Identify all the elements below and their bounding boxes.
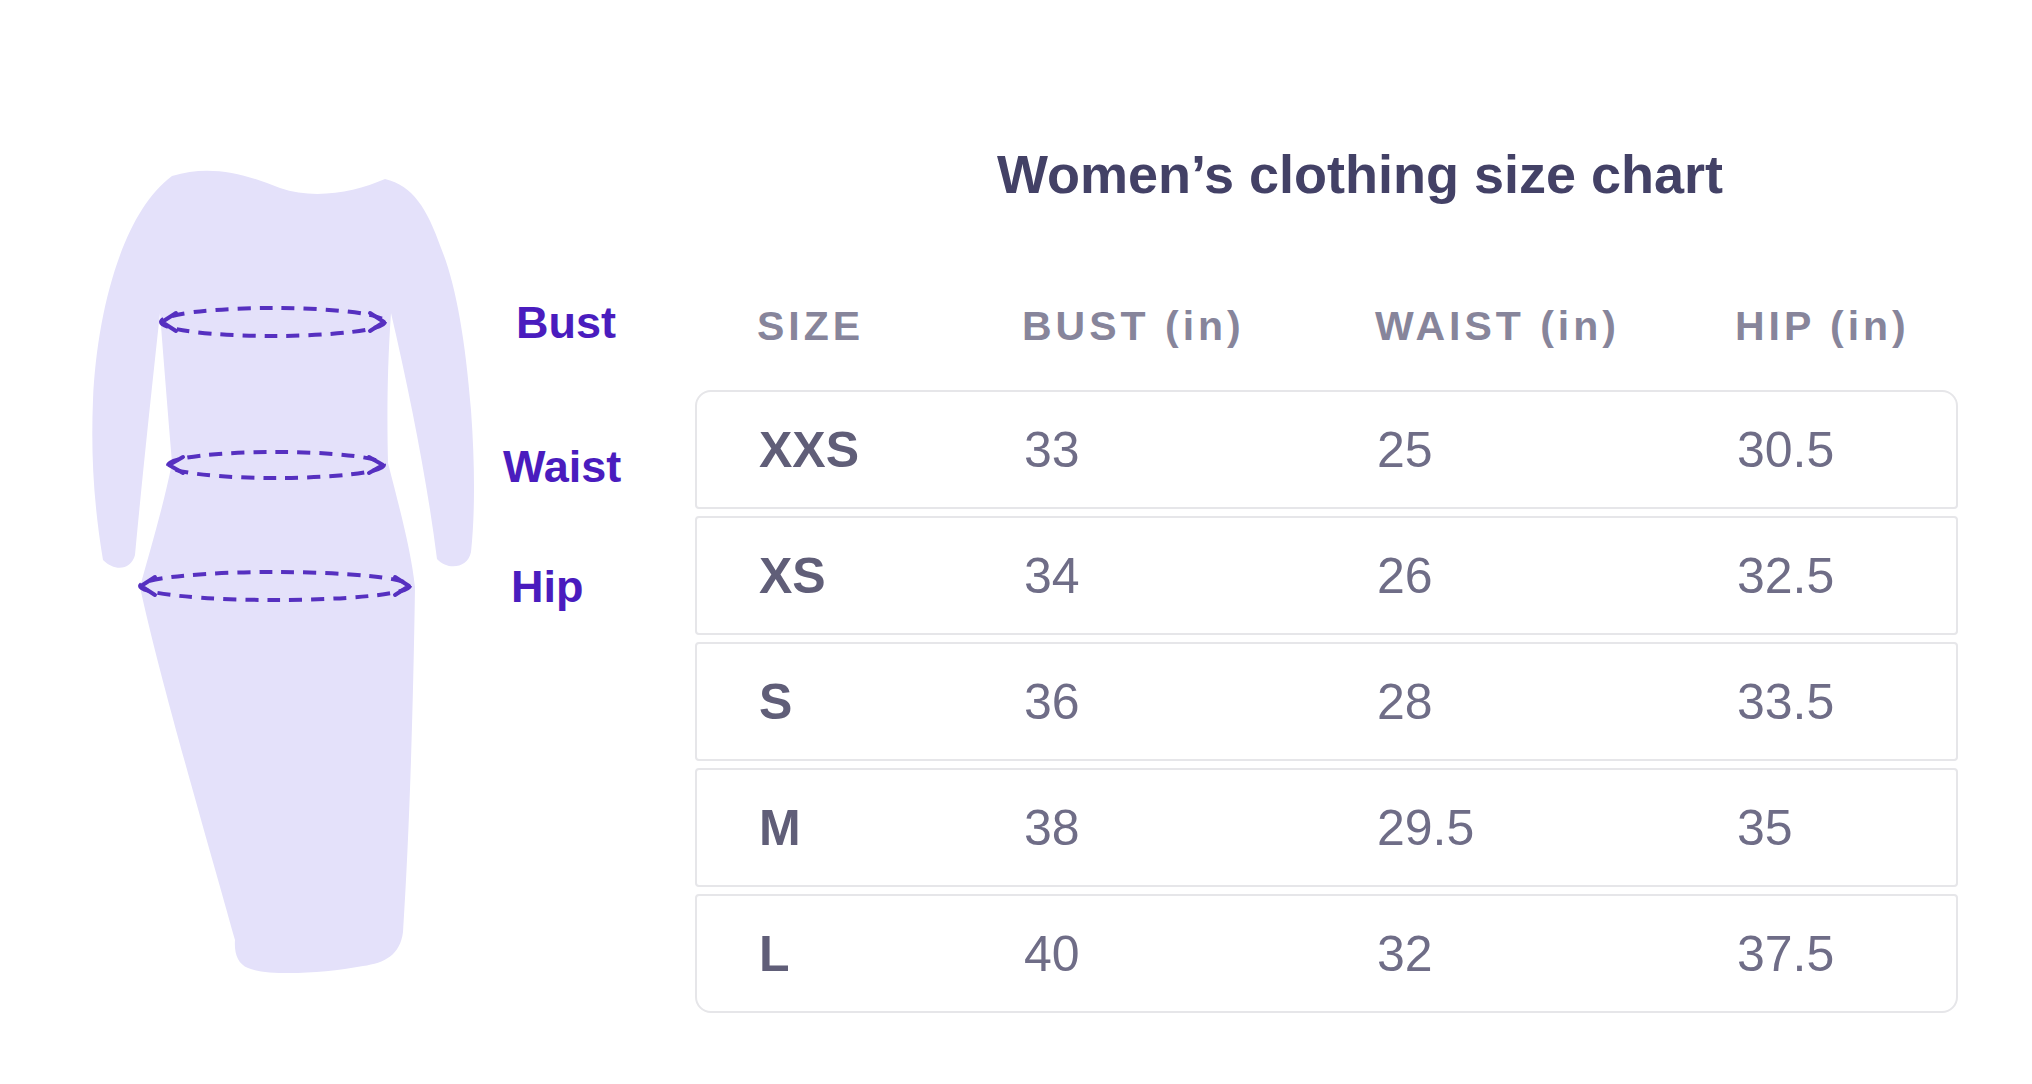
size-chart-infographic: Bust Waist Hip Women’s clothing size cha…: [0, 0, 2032, 1084]
cell-bust: 36: [1024, 673, 1377, 731]
cell-waist: 25: [1377, 421, 1737, 479]
column-header-size: SIZE: [757, 303, 1022, 350]
cell-hip: 33.5: [1737, 673, 1956, 731]
table-header-row: SIZE BUST (in) WAIST (in) HIP (in): [695, 300, 1958, 352]
cell-waist: 26: [1377, 547, 1737, 605]
bust-label: Bust: [516, 297, 616, 349]
page-title: Women’s clothing size chart: [997, 143, 1723, 205]
cell-size: S: [759, 673, 1024, 731]
cell-size: L: [759, 925, 1024, 983]
cell-bust: 34: [1024, 547, 1377, 605]
dress-illustration: [75, 160, 505, 990]
cell-hip: 30.5: [1737, 421, 1956, 479]
table-row: L 40 32 37.5: [695, 894, 1958, 1013]
cell-hip: 37.5: [1737, 925, 1956, 983]
table-row: S 36 28 33.5: [695, 642, 1958, 761]
cell-waist: 28: [1377, 673, 1737, 731]
cell-bust: 38: [1024, 799, 1377, 857]
cell-waist: 29.5: [1377, 799, 1737, 857]
waist-label: Waist: [503, 441, 621, 493]
cell-bust: 33: [1024, 421, 1377, 479]
column-header-hip: HIP (in): [1735, 303, 1958, 350]
size-table: XXS 33 25 30.5 XS 34 26 32.5 S 36 28 33.…: [695, 390, 1958, 1013]
cell-hip: 32.5: [1737, 547, 1956, 605]
cell-bust: 40: [1024, 925, 1377, 983]
cell-size: XS: [759, 547, 1024, 605]
table-row: M 38 29.5 35: [695, 768, 1958, 887]
cell-size: M: [759, 799, 1024, 857]
column-header-bust: BUST (in): [1022, 303, 1375, 350]
cell-waist: 32: [1377, 925, 1737, 983]
column-header-waist: WAIST (in): [1375, 303, 1735, 350]
hip-label: Hip: [511, 561, 584, 613]
cell-size: XXS: [759, 421, 1024, 479]
cell-hip: 35: [1737, 799, 1956, 857]
table-row: XXS 33 25 30.5: [695, 390, 1958, 509]
table-row: XS 34 26 32.5: [695, 516, 1958, 635]
